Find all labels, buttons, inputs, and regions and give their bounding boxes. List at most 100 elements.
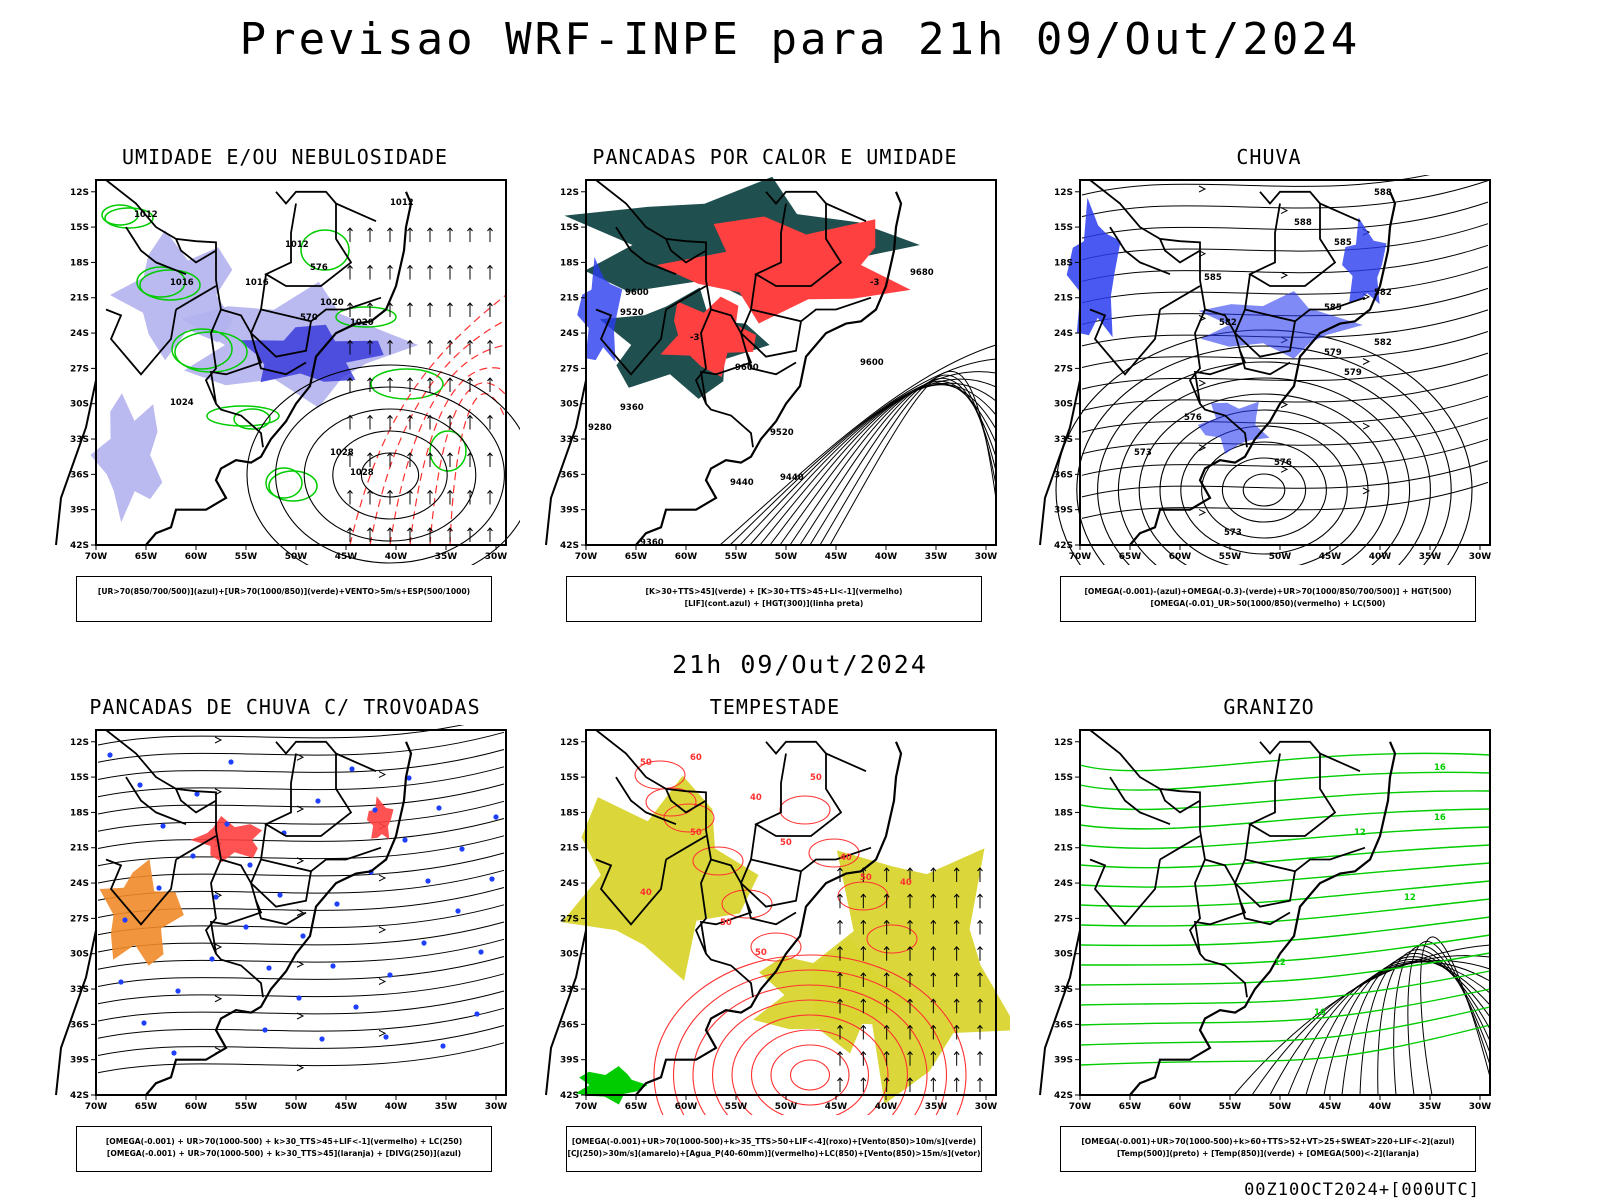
flow-arrow (214, 788, 223, 796)
lat-tick-label: 18S (1054, 808, 1073, 818)
temp850-contour (1079, 970, 1491, 1006)
height-contour (829, 370, 997, 546)
vector-head (347, 452, 353, 457)
contour-label: 9440 (730, 478, 754, 488)
contour-label: 40 (900, 878, 912, 888)
contour-label: 16 (1434, 813, 1446, 823)
streamline-850 (789, 1059, 831, 1091)
lon-tick-label: 60W (1169, 1102, 1192, 1112)
lon-tick-label: 30W (975, 552, 998, 562)
flow-arrow (1198, 444, 1207, 452)
border-line (105, 308, 177, 376)
vector-head (837, 867, 843, 872)
border-line (615, 226, 677, 276)
contour-label: 1016 (170, 278, 194, 288)
divergence-spot (383, 1034, 389, 1040)
contour-label: 9360 (640, 538, 664, 548)
vector-head (953, 919, 960, 924)
contour-label: 573 (1224, 528, 1242, 538)
contour-label: 579 (1344, 368, 1362, 378)
lon-tick-label: 45W (335, 552, 358, 562)
lifted-index-area (577, 257, 623, 362)
vector-head (367, 377, 373, 382)
instability-area-orange (99, 859, 184, 966)
vector-head (447, 227, 453, 232)
vector-head (930, 1050, 937, 1056)
vector-head (837, 893, 843, 898)
streamline (1081, 352, 1489, 390)
contour-label: 9600 (735, 363, 759, 373)
border-line (665, 788, 707, 814)
map-frame (585, 729, 997, 1096)
precip-water-contour (866, 924, 918, 954)
vector-head (407, 264, 413, 269)
vector-head (977, 1024, 983, 1029)
vector-head (953, 1024, 960, 1029)
lat-tick-label: 42S (1054, 541, 1073, 551)
lon-tick-label: 65W (625, 1102, 648, 1112)
border-line (175, 835, 217, 861)
vector-head (953, 867, 960, 872)
lon-tick-label: 55W (1219, 1102, 1242, 1112)
omega-area-blue (1197, 401, 1270, 454)
vector-head (953, 1050, 960, 1056)
lon-tick-label: 40W (1369, 1102, 1392, 1112)
vector-head (407, 302, 413, 307)
flow-arrow (296, 753, 305, 761)
streamline (97, 1025, 505, 1056)
lon-tick-label: 60W (675, 1102, 698, 1112)
panel-title: UMIDADE E/OU NEBULOSIDADE (121, 145, 449, 169)
lon-tick-label: 35W (435, 1102, 458, 1112)
flow-arrow (1198, 185, 1207, 193)
divergence-spot (160, 823, 166, 829)
vector-head (347, 227, 353, 232)
lat-tick-label: 18S (1054, 258, 1073, 268)
contour-label: 16 (1434, 763, 1446, 773)
instability-area-red (366, 796, 394, 840)
lat-tick-label: 21S (70, 294, 89, 304)
vector-head (837, 919, 843, 924)
divergence-spot (137, 782, 143, 788)
green-contour (233, 408, 271, 430)
precip-water-contour (721, 889, 773, 919)
streamline (1081, 175, 1431, 196)
divergence-spot (406, 775, 412, 781)
divergence-spot (190, 853, 196, 859)
streamline (97, 783, 505, 815)
divergence-spot (122, 917, 128, 923)
map-umidade: 1012 1012 1012 1016 1016 1020 1020 1024 1028 1028… (55, 179, 520, 565)
lon-tick-label: 45W (335, 1102, 358, 1112)
thickness-contour (349, 294, 507, 546)
lat-tick-label: 21S (70, 844, 89, 854)
coastline (145, 741, 413, 1096)
divergence-spot (243, 924, 249, 930)
border-line (1159, 788, 1201, 814)
lon-tick-label: 50W (1269, 1102, 1292, 1112)
vector-head (883, 1077, 890, 1082)
border-line (125, 226, 187, 276)
lat-tick-label: 30S (1054, 400, 1073, 410)
flow-arrow (1280, 465, 1289, 473)
contour-label: 1028 (330, 448, 354, 458)
vector-head (883, 998, 890, 1003)
divergence-spot (209, 956, 215, 962)
divergence-spot (478, 949, 484, 955)
border-line (1159, 835, 1201, 861)
green-contour (206, 405, 280, 427)
lon-tick-label: 40W (875, 1102, 898, 1112)
border-line (665, 835, 707, 861)
lat-tick-label: 18S (560, 258, 579, 268)
omega-area-blue (1342, 217, 1387, 305)
border-line (1248, 202, 1361, 287)
vector-head (347, 489, 353, 494)
contour-label: 582 (1374, 338, 1392, 348)
vector-head (860, 919, 867, 924)
divergence-spot (300, 933, 306, 939)
divergence-spot (141, 1020, 147, 1026)
divergence-spot (425, 878, 431, 884)
vector-head (953, 893, 960, 898)
vector-head (907, 945, 913, 951)
border-line (615, 776, 677, 826)
vector-head (977, 1050, 983, 1056)
vector-head (467, 377, 473, 382)
